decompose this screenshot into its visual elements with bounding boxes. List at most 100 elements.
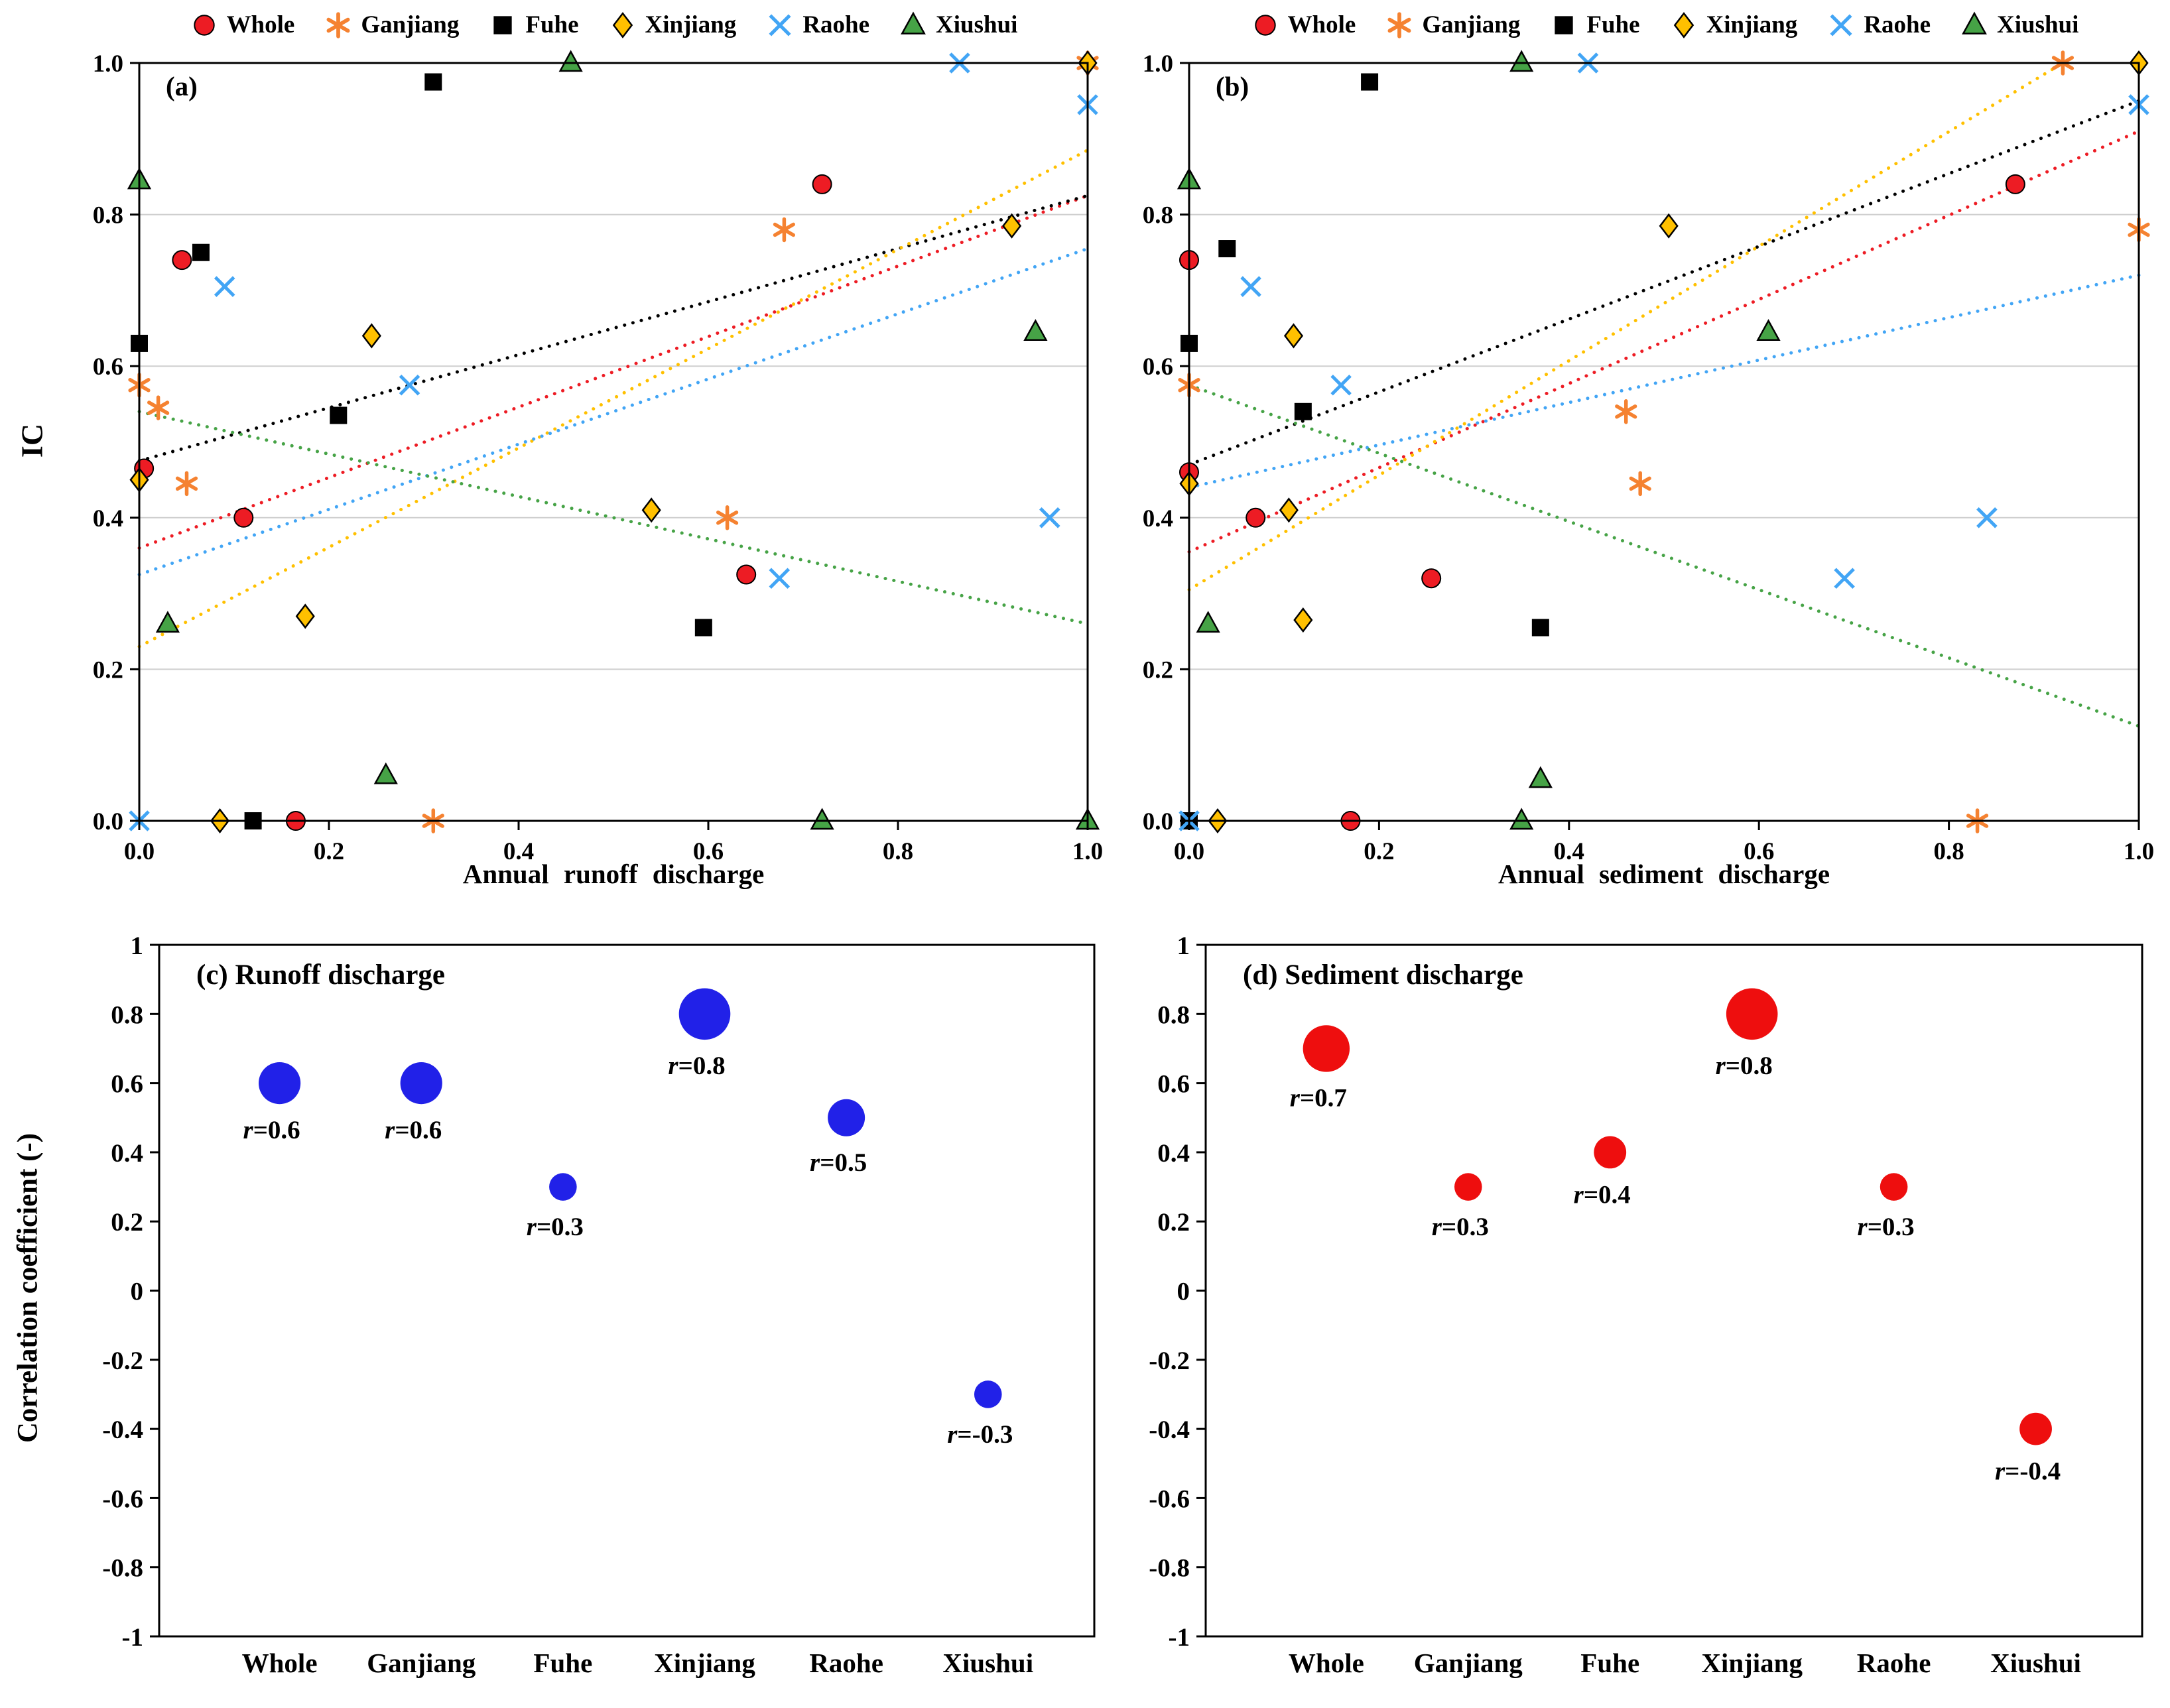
y-tick-label: -0.6 <box>1149 1485 1190 1513</box>
y-tick-label: 0.4 <box>1143 505 1173 532</box>
category-label: Fuhe <box>533 1648 592 1678</box>
y-tick-label: -0.2 <box>1149 1347 1190 1375</box>
y-tick-label: 0.2 <box>1157 1208 1190 1237</box>
category-label: Xiushui <box>1990 1648 2081 1678</box>
square-marker <box>493 16 513 34</box>
category-label: Whole <box>1289 1648 1364 1678</box>
point-whole <box>1245 507 1266 528</box>
r-value-label: r=0.3 <box>527 1213 584 1241</box>
x-tick-label: 1.0 <box>2124 838 2154 865</box>
asterisk-icon <box>326 12 350 38</box>
bubble-xinjiang <box>678 988 731 1040</box>
category-label: Fuhe <box>1580 1648 1639 1678</box>
diamond-icon <box>1673 12 1694 38</box>
trend-line-fuhe <box>1187 99 2141 467</box>
point-fuhe <box>192 243 210 261</box>
point-xiushui <box>1196 611 1220 633</box>
x-tick-label: 0.2 <box>1364 838 1394 865</box>
point-raohe <box>1330 375 1352 396</box>
r-value-label: r=0.8 <box>1716 1052 1773 1080</box>
trend-line-xiushui <box>137 410 1090 626</box>
x-tick-label: 0.0 <box>124 838 155 865</box>
point-fuhe <box>1218 240 1236 258</box>
y-tick-label: 0.8 <box>1157 1001 1190 1029</box>
x-tick-label: 0.2 <box>314 838 344 865</box>
x-icon <box>769 14 791 36</box>
r-value-label: r=-0.4 <box>1995 1457 2061 1486</box>
point-xiushui <box>1756 319 1781 341</box>
point-raohe <box>1976 507 1998 528</box>
plot-border <box>138 62 1089 822</box>
y-tick-label: 0.6 <box>1143 353 1173 381</box>
x-tick-label: 0.8 <box>1933 838 1964 865</box>
x-axis-title-b: Annual sediment discharge <box>1498 859 1830 889</box>
point-xiushui <box>155 611 180 633</box>
plot-border <box>158 944 1096 1638</box>
r-value-label: r=0.8 <box>668 1052 725 1080</box>
r-value-label: r=0.3 <box>1858 1213 1915 1241</box>
y-tick-label: 0.2 <box>1143 656 1173 684</box>
legend-label: Ganjiang <box>361 11 460 38</box>
x-marker <box>769 14 791 36</box>
legend-item-raohe: Raohe <box>1826 9 1931 40</box>
r-value-label: r=-0.3 <box>947 1420 1013 1449</box>
legend-item-fuhe: Fuhe <box>1549 9 1640 40</box>
y-tick-label: 0.8 <box>1143 202 1173 229</box>
square-marker <box>1555 16 1574 34</box>
point-fuhe <box>330 406 348 424</box>
bubble-xinjiang <box>1726 988 1778 1040</box>
y-axis-title-correlation: Correlation coefficient (-) <box>12 1132 44 1443</box>
point-ganjiang <box>175 471 198 497</box>
square-icon <box>1555 16 1574 34</box>
bubble-xiushui <box>974 1380 1002 1408</box>
legend-panel-b: Whole Ganjiang Fuhe Xinjiang Raohe Xiushui <box>1181 5 2149 44</box>
bubble-xiushui <box>2019 1412 2052 1445</box>
circle-marker <box>193 15 215 36</box>
trend-line-raohe <box>137 247 1090 577</box>
category-label: Raohe <box>809 1648 883 1678</box>
bubble-raohe <box>1880 1173 1908 1201</box>
diamond-marker <box>1673 12 1694 38</box>
point-ganjiang <box>1629 471 1651 497</box>
category-label: Xiushui <box>942 1648 1033 1678</box>
point-whole <box>1421 568 1442 589</box>
trend-line-xinjiang <box>137 148 1090 648</box>
y-tick-label: -0.4 <box>1149 1416 1190 1444</box>
point-raohe <box>1240 276 1261 297</box>
bubble-fuhe <box>1594 1136 1627 1169</box>
asterisk-marker <box>1387 12 1411 38</box>
y-tick-label: 1.0 <box>93 50 123 78</box>
bubble-fuhe <box>549 1173 577 1201</box>
y-tick-label: 0.0 <box>93 808 123 835</box>
point-fuhe <box>1531 619 1549 637</box>
point-raohe <box>214 276 235 297</box>
trend-line-xinjiang <box>1187 61 2065 591</box>
panel-label-a: (a) <box>166 71 198 101</box>
point-xinjiang <box>1293 607 1313 633</box>
point-xiushui <box>1509 808 1534 830</box>
point-xinjiang <box>641 497 661 523</box>
asterisk-icon <box>1387 12 1411 38</box>
triangle-marker <box>901 11 926 34</box>
point-xiushui <box>1528 766 1553 788</box>
diamond-icon <box>612 12 633 38</box>
r-value-label: r=0.6 <box>385 1116 442 1144</box>
category-label: Whole <box>242 1648 318 1678</box>
point-whole <box>736 564 757 585</box>
point-ganjiang <box>773 217 796 243</box>
square-icon <box>493 16 513 34</box>
point-xinjiang <box>1279 497 1299 523</box>
legend-item-xinjiang: Xinjiang <box>608 9 736 40</box>
bubble-whole <box>1303 1025 1350 1072</box>
legend-label: Ganjiang <box>1422 11 1521 38</box>
point-whole <box>233 507 254 528</box>
legend-panel-a: Whole Ganjiang Fuhe Xinjiang Raohe Xiushui <box>119 5 1088 44</box>
r-value-label: r=0.3 <box>1432 1213 1489 1241</box>
point-xiushui <box>373 762 398 784</box>
category-label: Xinjiang <box>654 1648 755 1678</box>
y-tick-label: -0.6 <box>102 1485 143 1513</box>
point-xinjiang <box>361 323 381 349</box>
y-tick-label: 1.0 <box>1143 50 1173 78</box>
trend-line-whole <box>1187 129 2141 554</box>
